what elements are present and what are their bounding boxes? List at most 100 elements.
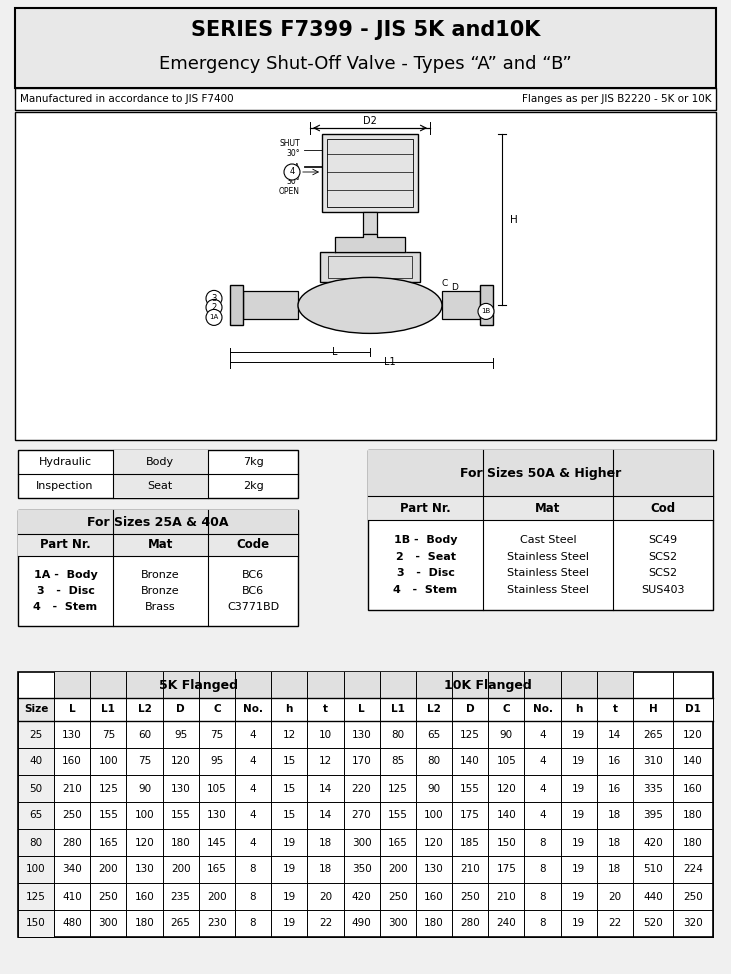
Text: 350: 350: [352, 865, 371, 875]
Text: 180: 180: [135, 918, 154, 928]
Text: 10K Flanged: 10K Flanged: [444, 679, 532, 692]
Text: 8: 8: [250, 865, 257, 875]
Text: 20: 20: [319, 891, 332, 902]
Text: 165: 165: [99, 838, 118, 847]
Text: 1B: 1B: [482, 309, 491, 315]
Text: 130: 130: [207, 810, 227, 820]
Bar: [126, 698, 162, 721]
Text: 18: 18: [608, 838, 621, 847]
Text: 125: 125: [388, 783, 408, 794]
Text: 14: 14: [319, 810, 332, 820]
Text: 140: 140: [683, 757, 703, 767]
Text: 335: 335: [643, 783, 663, 794]
Text: SC49
SCS2
SCS2
SUS403: SC49 SCS2 SCS2 SUS403: [641, 536, 685, 594]
Text: 75: 75: [211, 730, 224, 739]
Text: Mat: Mat: [148, 539, 173, 551]
Text: Code: Code: [236, 539, 270, 551]
Bar: [596, 698, 633, 721]
Text: 2: 2: [211, 303, 216, 312]
Circle shape: [206, 299, 222, 316]
Bar: [199, 698, 235, 721]
Text: 4: 4: [250, 757, 257, 767]
Bar: [480, 285, 493, 325]
Text: 3: 3: [211, 294, 216, 303]
Bar: [561, 698, 596, 721]
Bar: [162, 698, 199, 721]
Text: 10: 10: [319, 730, 332, 739]
Text: 180: 180: [683, 810, 703, 820]
Text: 8: 8: [539, 865, 546, 875]
Text: 1B -  Body
2   -  Seat
3   -  Disc
4   -  Stem: 1B - Body 2 - Seat 3 - Disc 4 - Stem: [393, 536, 458, 594]
Bar: [230, 285, 243, 325]
Bar: [15, 88, 716, 110]
Bar: [18, 534, 298, 556]
Text: 180: 180: [171, 838, 191, 847]
Text: 80: 80: [29, 838, 42, 847]
Text: 8: 8: [250, 891, 257, 902]
Text: 210: 210: [62, 783, 82, 794]
Text: 200: 200: [171, 865, 191, 875]
Text: 75: 75: [102, 730, 115, 739]
Text: 95: 95: [211, 757, 224, 767]
Text: 100: 100: [99, 757, 118, 767]
Text: t: t: [323, 704, 328, 715]
Text: 240: 240: [496, 918, 516, 928]
Text: Cast Steel
Stainless Steel
Stainless Steel
Stainless Steel: Cast Steel Stainless Steel Stainless Ste…: [507, 536, 589, 594]
Text: 105: 105: [207, 783, 227, 794]
Text: Part Nr.: Part Nr.: [40, 539, 91, 551]
Text: 250: 250: [388, 891, 408, 902]
Text: 105: 105: [496, 757, 516, 767]
Text: 125: 125: [99, 783, 118, 794]
Text: SERIES F7399 - JIS 5K and10K: SERIES F7399 - JIS 5K and10K: [191, 20, 540, 40]
Text: 16: 16: [608, 783, 621, 794]
Text: 19: 19: [283, 838, 296, 847]
Text: 210: 210: [496, 891, 516, 902]
Text: 130: 130: [135, 865, 154, 875]
Text: D1: D1: [685, 704, 701, 715]
Text: 250: 250: [683, 891, 703, 902]
Text: 420: 420: [643, 838, 663, 847]
Bar: [15, 112, 716, 440]
Text: 16: 16: [608, 757, 621, 767]
Text: L: L: [333, 348, 338, 357]
Text: 510: 510: [643, 865, 663, 875]
Text: 14: 14: [319, 783, 332, 794]
Text: 100: 100: [26, 865, 46, 875]
Circle shape: [284, 164, 300, 180]
Text: 30°: 30°: [287, 148, 300, 158]
Text: 120: 120: [496, 783, 516, 794]
Text: Seat: Seat: [148, 481, 173, 491]
Text: h: h: [575, 704, 583, 715]
Text: 19: 19: [572, 810, 586, 820]
Text: For Sizes 50A & Higher: For Sizes 50A & Higher: [460, 467, 621, 479]
Text: 420: 420: [352, 891, 371, 902]
Text: 170: 170: [352, 757, 371, 767]
Text: 160: 160: [424, 891, 444, 902]
Circle shape: [478, 303, 494, 319]
Text: 50: 50: [29, 783, 42, 794]
Text: No.: No.: [532, 704, 553, 715]
Text: 4: 4: [250, 810, 257, 820]
Text: 65: 65: [29, 810, 42, 820]
Text: 300: 300: [388, 918, 408, 928]
Text: 440: 440: [643, 891, 663, 902]
Text: 210: 210: [461, 865, 480, 875]
Text: 180: 180: [424, 918, 444, 928]
Text: 160: 160: [135, 891, 154, 902]
Text: 19: 19: [572, 783, 586, 794]
Text: SHUT: SHUT: [279, 139, 300, 148]
Text: 2kg: 2kg: [243, 481, 263, 491]
Text: 19: 19: [572, 730, 586, 739]
Text: 395: 395: [643, 810, 663, 820]
Bar: [90, 698, 126, 721]
Text: 130: 130: [62, 730, 82, 739]
Text: 250: 250: [461, 891, 480, 902]
Text: 19: 19: [283, 891, 296, 902]
Text: 175: 175: [461, 810, 480, 820]
Text: Mat: Mat: [535, 502, 561, 514]
Text: 140: 140: [461, 757, 480, 767]
Text: 120: 120: [135, 838, 154, 847]
Text: 140: 140: [496, 810, 516, 820]
Text: 19: 19: [572, 918, 586, 928]
Text: L1: L1: [102, 704, 115, 715]
